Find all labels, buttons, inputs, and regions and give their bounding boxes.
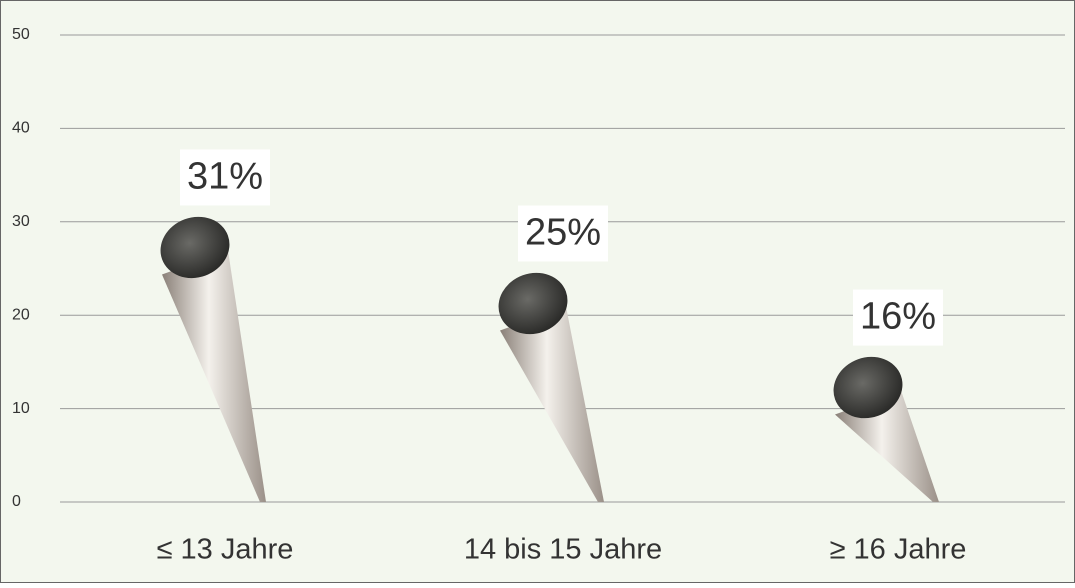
cigarette-ash [498, 272, 568, 335]
value-label: 31% [187, 155, 263, 197]
y-tick-label: 20 [12, 306, 30, 323]
x-tick-label: ≤ 13 Jahre [157, 534, 294, 566]
cigarette [160, 216, 266, 502]
value-label-box [853, 289, 943, 346]
y-tick-label: 40 [12, 120, 30, 137]
y-tick-label: 0 [12, 493, 21, 510]
value-label-box [180, 149, 270, 206]
y-tick-label: 30 [12, 213, 30, 230]
value-label: 25% [525, 212, 601, 254]
cigarette-body [162, 250, 266, 502]
cigarette-ash [833, 356, 903, 419]
cigarette-body [500, 306, 604, 502]
x-tick-label: 14 bis 15 Jahre [464, 534, 662, 566]
cigarette [498, 272, 604, 502]
cigarette [833, 356, 939, 502]
y-tick-label: 50 [12, 26, 30, 43]
y-tick-label: 10 [12, 400, 30, 417]
value-label: 16% [860, 296, 936, 338]
cigarette-body [835, 390, 939, 502]
value-label-box [518, 205, 608, 262]
cigarette-ash [160, 216, 230, 279]
x-tick-label: ≥ 16 Jahre [830, 534, 967, 566]
